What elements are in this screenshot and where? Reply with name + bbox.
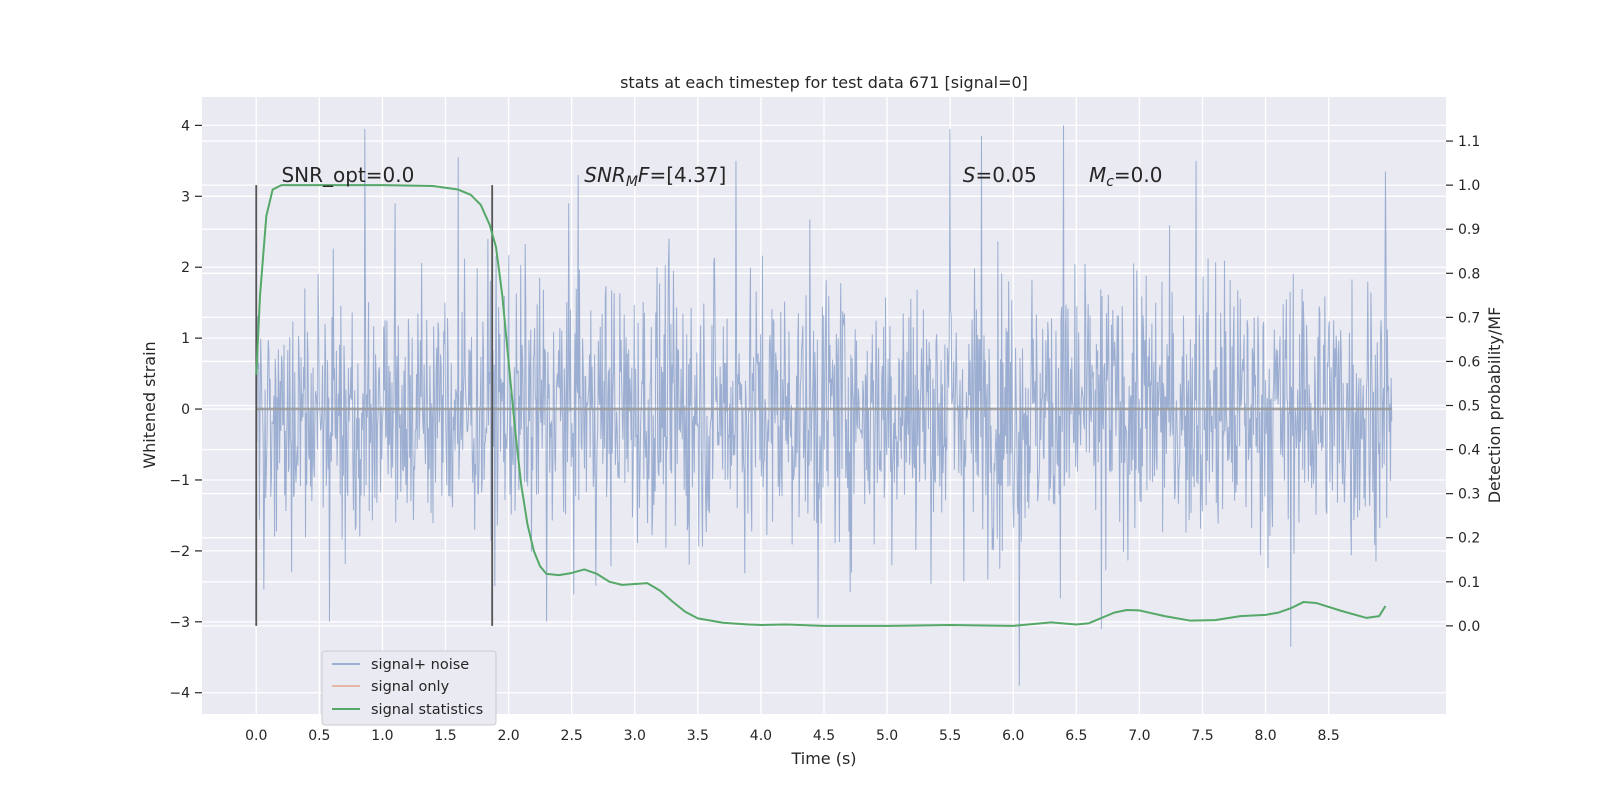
signal-statistics-series <box>255 184 1387 627</box>
y-right-tick-label: 0.6 <box>1458 354 1480 370</box>
x-tick-label: 2.5 <box>561 728 583 744</box>
signal-noise-series <box>255 125 1393 686</box>
y-left-tick-label: 3 <box>181 189 190 205</box>
legend-label-signal-only: signal only <box>371 679 450 695</box>
x-tick-label: 8.0 <box>1254 728 1276 744</box>
y-right-axis-label: Detection probability/MF <box>1485 307 1504 504</box>
y-right-tick-label: 0.1 <box>1458 575 1480 591</box>
y-right-tick-label: 0.8 <box>1458 266 1480 282</box>
annotations: SNR_opt=0.0 SNRMF=[4.37] S=0.05 Mc=0.0 <box>281 163 1162 190</box>
y-right-tick-label: 1.0 <box>1458 178 1480 194</box>
signal-noise-line <box>255 125 1393 686</box>
x-tick-label: 0.0 <box>245 728 267 744</box>
x-tick-label: 3.5 <box>687 728 709 744</box>
legend-label-signal-noise: signal+ noise <box>371 657 469 673</box>
y-right-tick-label: 0.4 <box>1458 443 1480 459</box>
annotation-s-value: S=0.05 <box>963 163 1037 187</box>
legend-label-signal-statistics: signal statistics <box>371 702 483 718</box>
y-right-tick-label: 0.2 <box>1458 531 1480 547</box>
x-tick-label: 4.5 <box>813 728 835 744</box>
x-tick-label: 6.5 <box>1065 728 1087 744</box>
y-left-tick-label: −4 <box>169 686 190 702</box>
y-right-tick-label: 0.3 <box>1458 487 1480 503</box>
x-tick-label: 0.5 <box>308 728 330 744</box>
y-left-tick-label: −3 <box>169 615 190 631</box>
x-tick-label: 1.0 <box>371 728 393 744</box>
y-left-tick-label: 4 <box>181 118 190 134</box>
y-right-tick-label: 0.0 <box>1458 619 1480 635</box>
annotation-snr-mf: SNRMF=[4.37] <box>584 163 726 190</box>
y-left-tick-label: −2 <box>169 544 190 560</box>
x-axis-label: Time (s) <box>790 749 856 768</box>
signal-statistics-line <box>255 184 1387 627</box>
y-right-tick-label: 0.9 <box>1458 222 1480 238</box>
x-tick-label: 2.0 <box>497 728 519 744</box>
y-left-tick-label: 2 <box>181 260 190 276</box>
x-tick-label: 6.0 <box>1002 728 1024 744</box>
x-tick-label: 3.0 <box>624 728 646 744</box>
x-tick-label: 4.0 <box>750 728 772 744</box>
y-right-axis-ticks: 0.0 0.1 0.2 0.3 0.4 0.5 0.6 0.7 0.8 0.9 1.0 1.1 <box>1446 134 1480 635</box>
annotation-mc-value: Mc=0.0 <box>1089 163 1163 190</box>
y-left-axis-label: Whitened strain <box>140 341 159 468</box>
segment-markers <box>255 185 494 626</box>
x-tick-label: 5.5 <box>939 728 961 744</box>
annotation-snr-opt: SNR_opt=0.0 <box>281 163 414 187</box>
y-right-tick-label: 1.1 <box>1458 134 1480 150</box>
x-tick-label: 1.5 <box>434 728 456 744</box>
chart-title: stats at each timestep for test data 671… <box>620 73 1028 92</box>
y-left-tick-label: −1 <box>169 473 190 489</box>
x-axis-ticks: 0.0 0.5 1.0 1.5 2.0 2.5 3.0 3.5 4.0 4.5 5.0 5.5 6.0 6… <box>245 728 1340 744</box>
legend-box <box>321 650 497 726</box>
y-right-tick-label: 0.7 <box>1458 310 1480 326</box>
y-left-axis-ticks: −4 −3 −2 −1 0 1 2 3 4 <box>169 118 202 702</box>
y-left-tick-label: 0 <box>181 402 190 418</box>
x-tick-label: 8.5 <box>1318 728 1340 744</box>
y-left-tick-label: 1 <box>181 331 190 347</box>
y-right-tick-label: 0.5 <box>1458 399 1480 415</box>
x-tick-label: 7.5 <box>1191 728 1213 744</box>
x-tick-label: 7.0 <box>1128 728 1150 744</box>
x-tick-label: 5.0 <box>876 728 898 744</box>
legend: signal+ noise signal only signal statist… <box>321 650 497 726</box>
